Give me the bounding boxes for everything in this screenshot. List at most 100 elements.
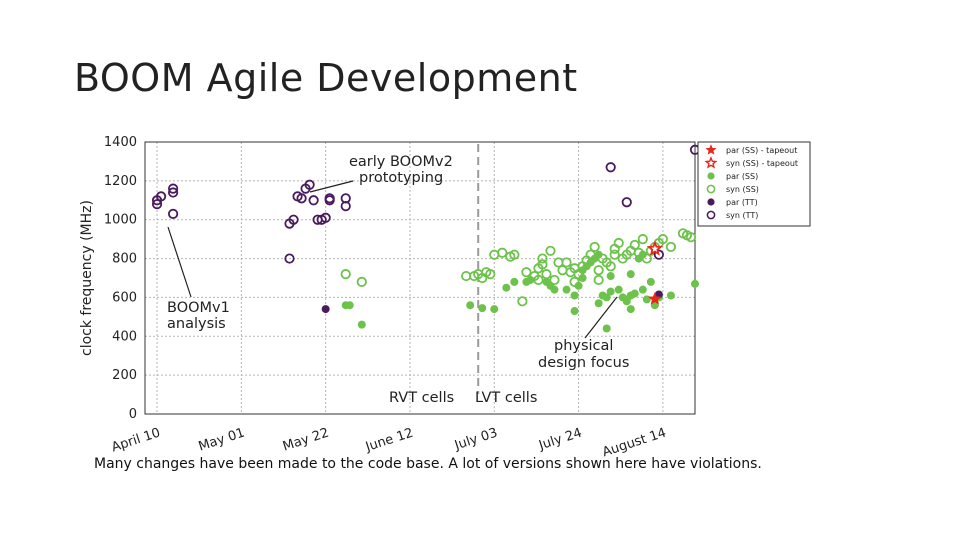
data-point <box>593 265 604 276</box>
data-point <box>585 249 596 260</box>
data-point <box>642 295 651 304</box>
annotation-arrow-prototyping <box>309 180 354 193</box>
annotation-arrow-physical <box>584 296 618 339</box>
data-point <box>594 299 603 308</box>
legend-marker <box>705 144 717 155</box>
data-point <box>605 261 616 272</box>
data-point <box>324 195 335 206</box>
data-point <box>357 320 366 329</box>
data-point <box>517 296 528 307</box>
data-point <box>340 193 351 204</box>
data-point <box>637 234 648 245</box>
data-point <box>593 274 604 286</box>
data-point <box>545 245 556 256</box>
data-point <box>648 291 662 305</box>
plot-frame <box>144 141 696 415</box>
data-point <box>168 187 179 198</box>
data-point <box>630 289 639 298</box>
data-point <box>569 276 580 287</box>
data-point <box>626 270 635 279</box>
legend-label: par (SS) <box>726 172 758 181</box>
data-point <box>541 269 552 280</box>
y-tick-label: 1000 <box>104 213 137 228</box>
annotation-design-focus: design focus <box>538 355 629 371</box>
data-point <box>561 257 572 268</box>
data-point <box>497 247 508 258</box>
data-point <box>485 269 496 280</box>
annotation-lvt-cells: LVT cells <box>475 390 537 406</box>
data-point <box>533 274 544 286</box>
y-tick-label: 800 <box>112 252 137 267</box>
x-tick-label: April 10 <box>110 426 163 456</box>
annotation-prototyping: prototyping <box>359 170 443 186</box>
data-point <box>526 275 535 284</box>
data-point <box>589 241 600 253</box>
legend-marker <box>706 210 716 220</box>
legend-label: par (TT) <box>726 198 758 207</box>
data-point <box>594 250 603 259</box>
legend-label: syn (TT) <box>726 211 758 220</box>
data-point <box>646 240 663 256</box>
data-point <box>653 249 664 260</box>
grid-layer <box>145 142 695 414</box>
data-point <box>666 291 675 300</box>
points-layer <box>151 144 701 333</box>
data-point <box>288 214 299 225</box>
annotation-analysis: analysis <box>167 316 226 332</box>
data-point <box>646 277 655 286</box>
data-point <box>626 305 635 314</box>
data-point <box>340 269 351 280</box>
data-point <box>562 285 571 294</box>
data-point <box>578 274 587 282</box>
data-point <box>478 304 487 313</box>
annotation-rvt-cells: RVT cells <box>389 390 454 406</box>
data-point <box>151 199 163 210</box>
data-point <box>466 301 475 310</box>
data-point <box>665 241 677 253</box>
annotation-physical: physical <box>554 338 613 354</box>
x-tick-label: May 01 <box>197 426 247 455</box>
legend-marker <box>707 198 715 206</box>
data-point <box>606 287 615 296</box>
y-tick-label: 0 <box>129 407 137 422</box>
annotation-early-boomv2: early BOOMv2 <box>349 154 453 170</box>
data-point <box>570 291 579 300</box>
data-point <box>602 293 611 302</box>
x-tick-label: May 22 <box>281 426 331 455</box>
y-axis-label: clock frequency (MHz) <box>79 200 95 356</box>
legend-box <box>697 141 811 227</box>
data-point <box>320 212 331 223</box>
data-point <box>155 191 167 202</box>
legend: par (SS) - tapeout syn (SS) - tapeout par … <box>697 141 811 227</box>
data-point <box>509 249 520 260</box>
data-point <box>537 253 548 264</box>
legend-label: syn (SS) <box>726 185 759 194</box>
y-tick-label: 1200 <box>104 174 137 189</box>
data-point <box>613 237 624 249</box>
annotation-boomv1: BOOMv1 <box>167 300 230 316</box>
y-tick-label: 600 <box>112 290 137 305</box>
data-point <box>621 197 632 208</box>
data-point <box>605 162 616 173</box>
data-point <box>490 305 499 314</box>
data-point <box>657 234 668 245</box>
data-point <box>550 285 559 294</box>
data-point <box>609 249 620 260</box>
data-point <box>308 195 319 206</box>
data-point <box>356 276 367 287</box>
data-point <box>614 285 623 294</box>
data-point <box>638 285 647 294</box>
data-point <box>629 239 640 251</box>
data-point <box>345 301 354 310</box>
data-point <box>691 279 699 288</box>
data-point <box>602 324 611 333</box>
annotation-arrow-boomv1 <box>167 226 192 298</box>
data-point <box>284 253 295 264</box>
y-tick-label: 1400 <box>104 135 137 150</box>
data-point <box>502 283 511 292</box>
y-tick-label: 400 <box>112 329 137 344</box>
x-tick-label: July 24 <box>536 426 583 454</box>
legend-marker <box>707 172 715 180</box>
data-point <box>304 179 315 190</box>
